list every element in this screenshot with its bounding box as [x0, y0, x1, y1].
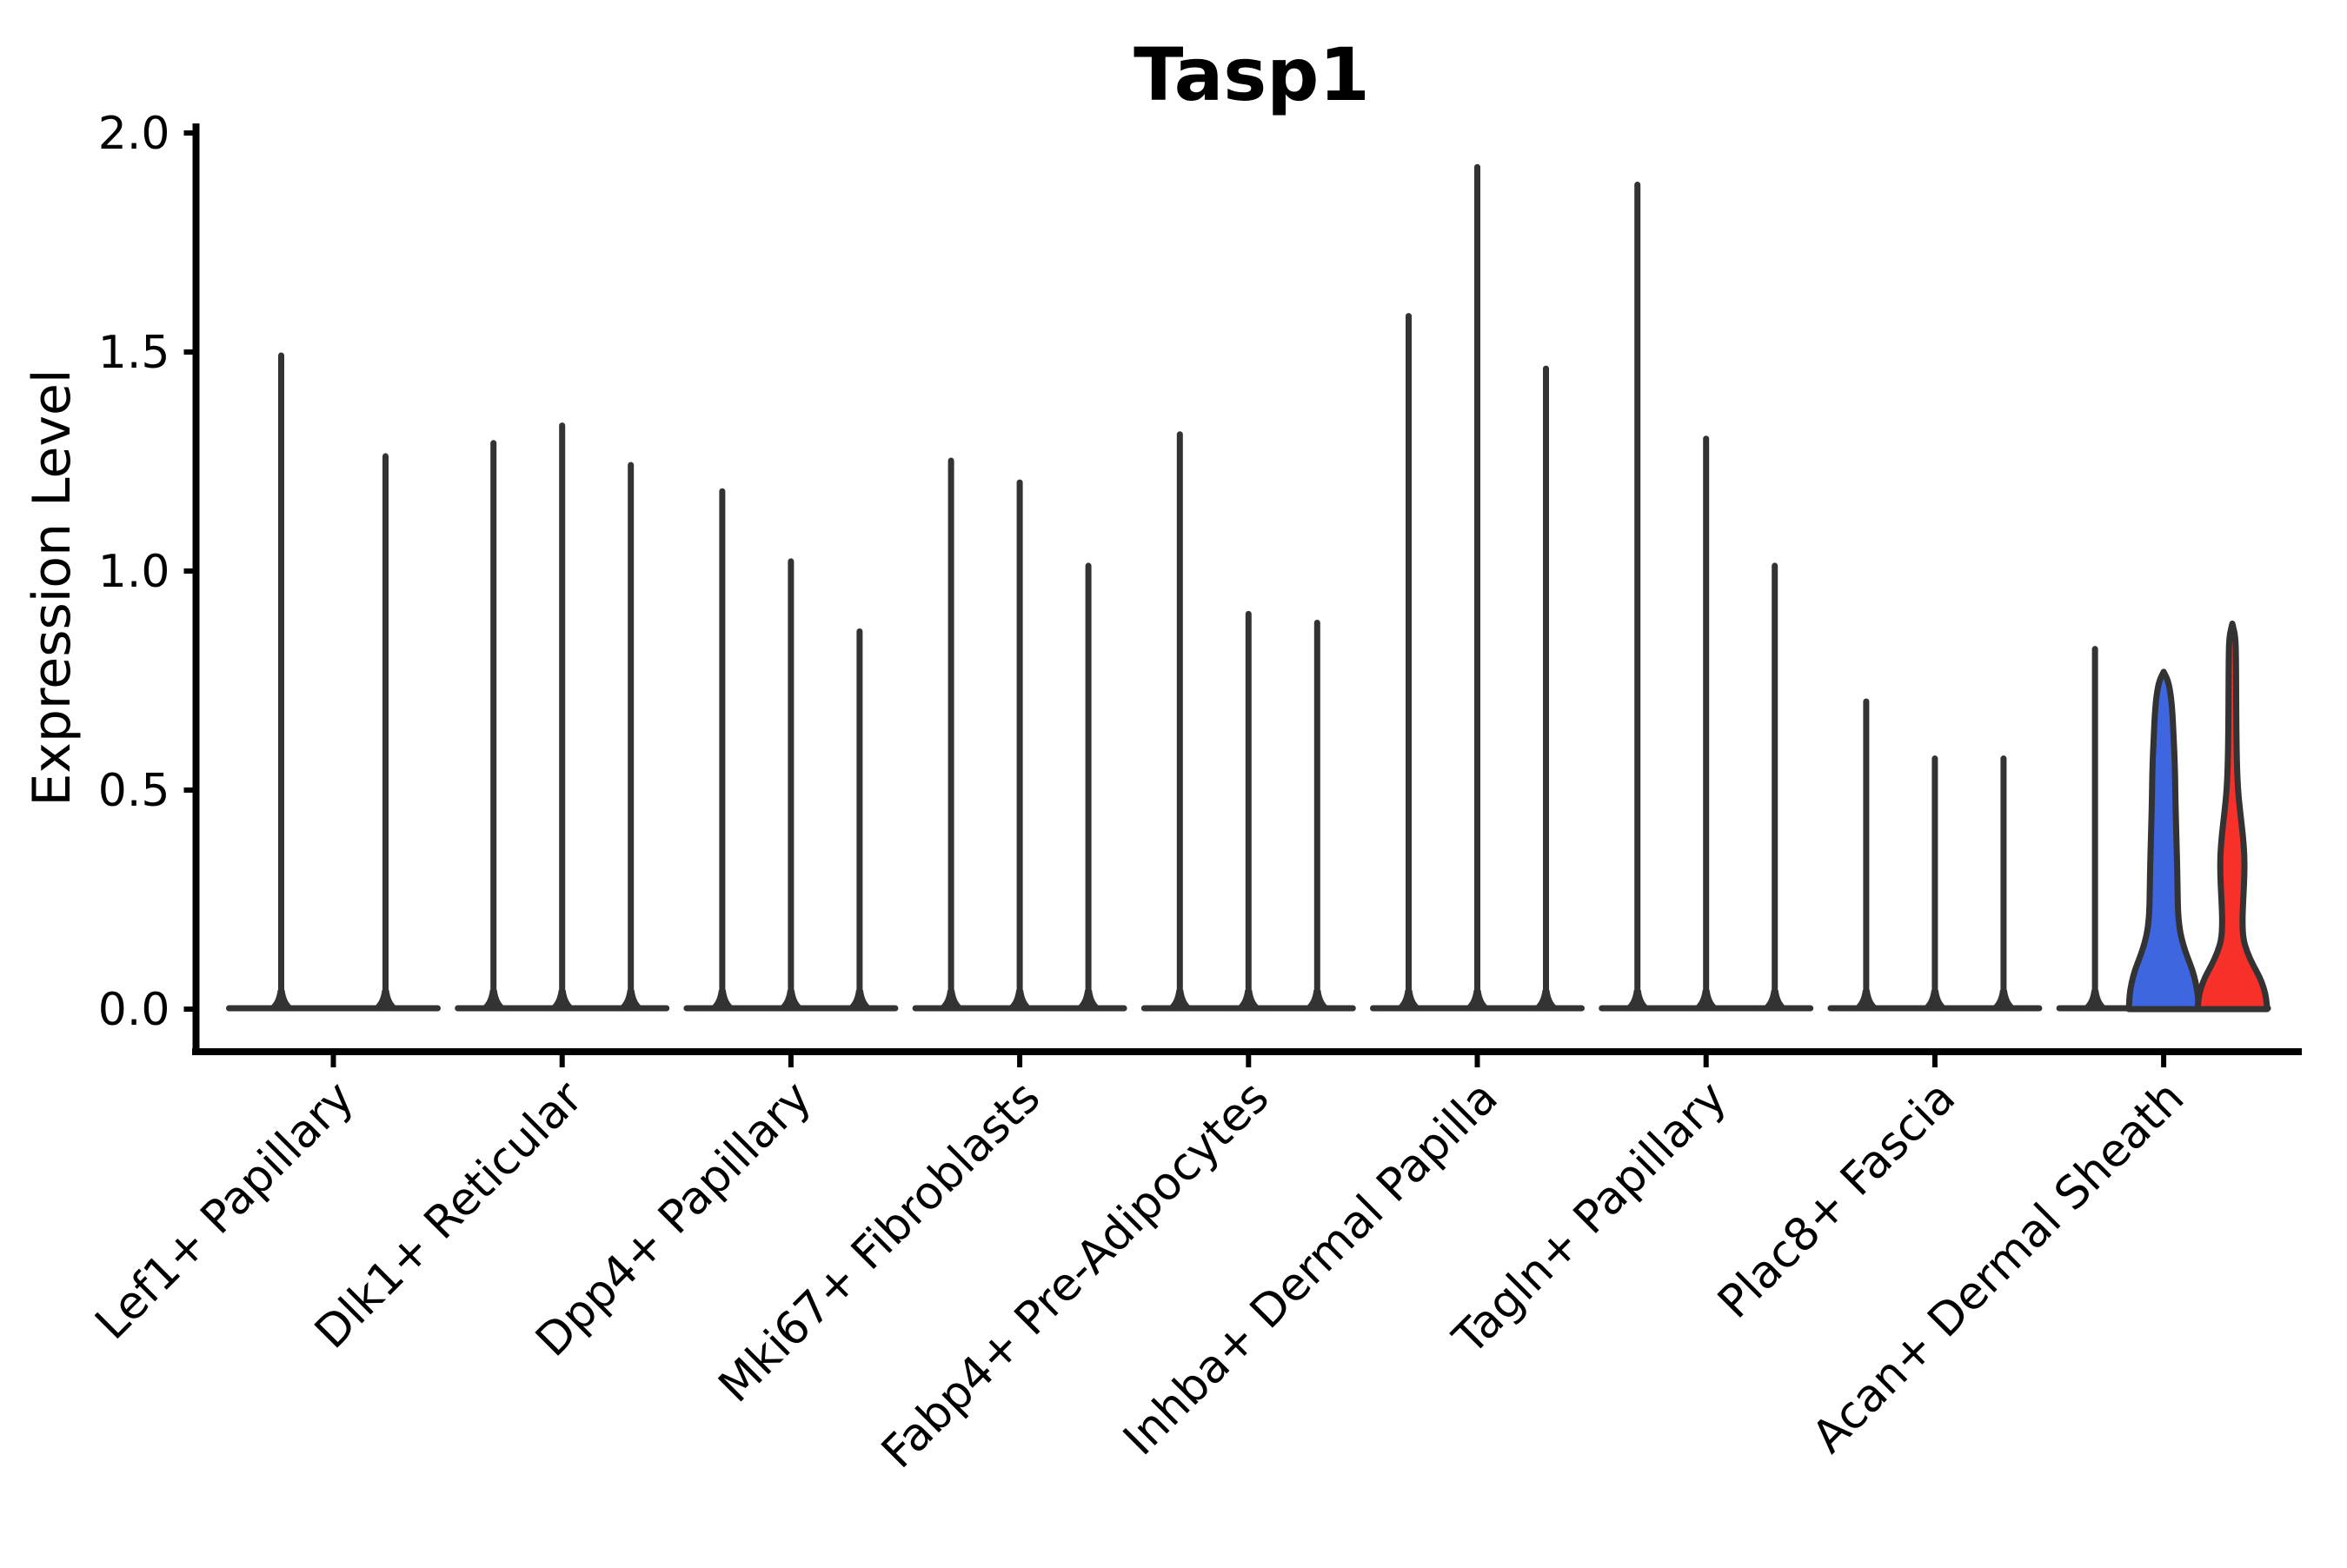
x-tick-label: Acan+ Dermal Sheath — [1803, 1072, 2195, 1464]
violin-red — [2194, 620, 2271, 1013]
x-tick-label: Plac8+ Fascia — [1708, 1072, 1965, 1329]
violin-blue — [2125, 668, 2202, 1013]
y-tick-label: 2.0 — [98, 108, 170, 160]
chart-title: Tasp1 — [1134, 32, 1370, 117]
y-axis-label: Expression Level — [22, 369, 83, 806]
y-tick-label: 0.0 — [98, 984, 170, 1036]
x-tick-label: Fabp4+ Pre-Adipocytes — [872, 1072, 1279, 1478]
y-tick-label: 1.5 — [98, 327, 170, 379]
y-tick-label: 0.5 — [98, 765, 170, 817]
y-tick-label: 1.0 — [98, 546, 170, 598]
x-tick-label: Inhba+ Dermal Papilla — [1114, 1072, 1507, 1465]
